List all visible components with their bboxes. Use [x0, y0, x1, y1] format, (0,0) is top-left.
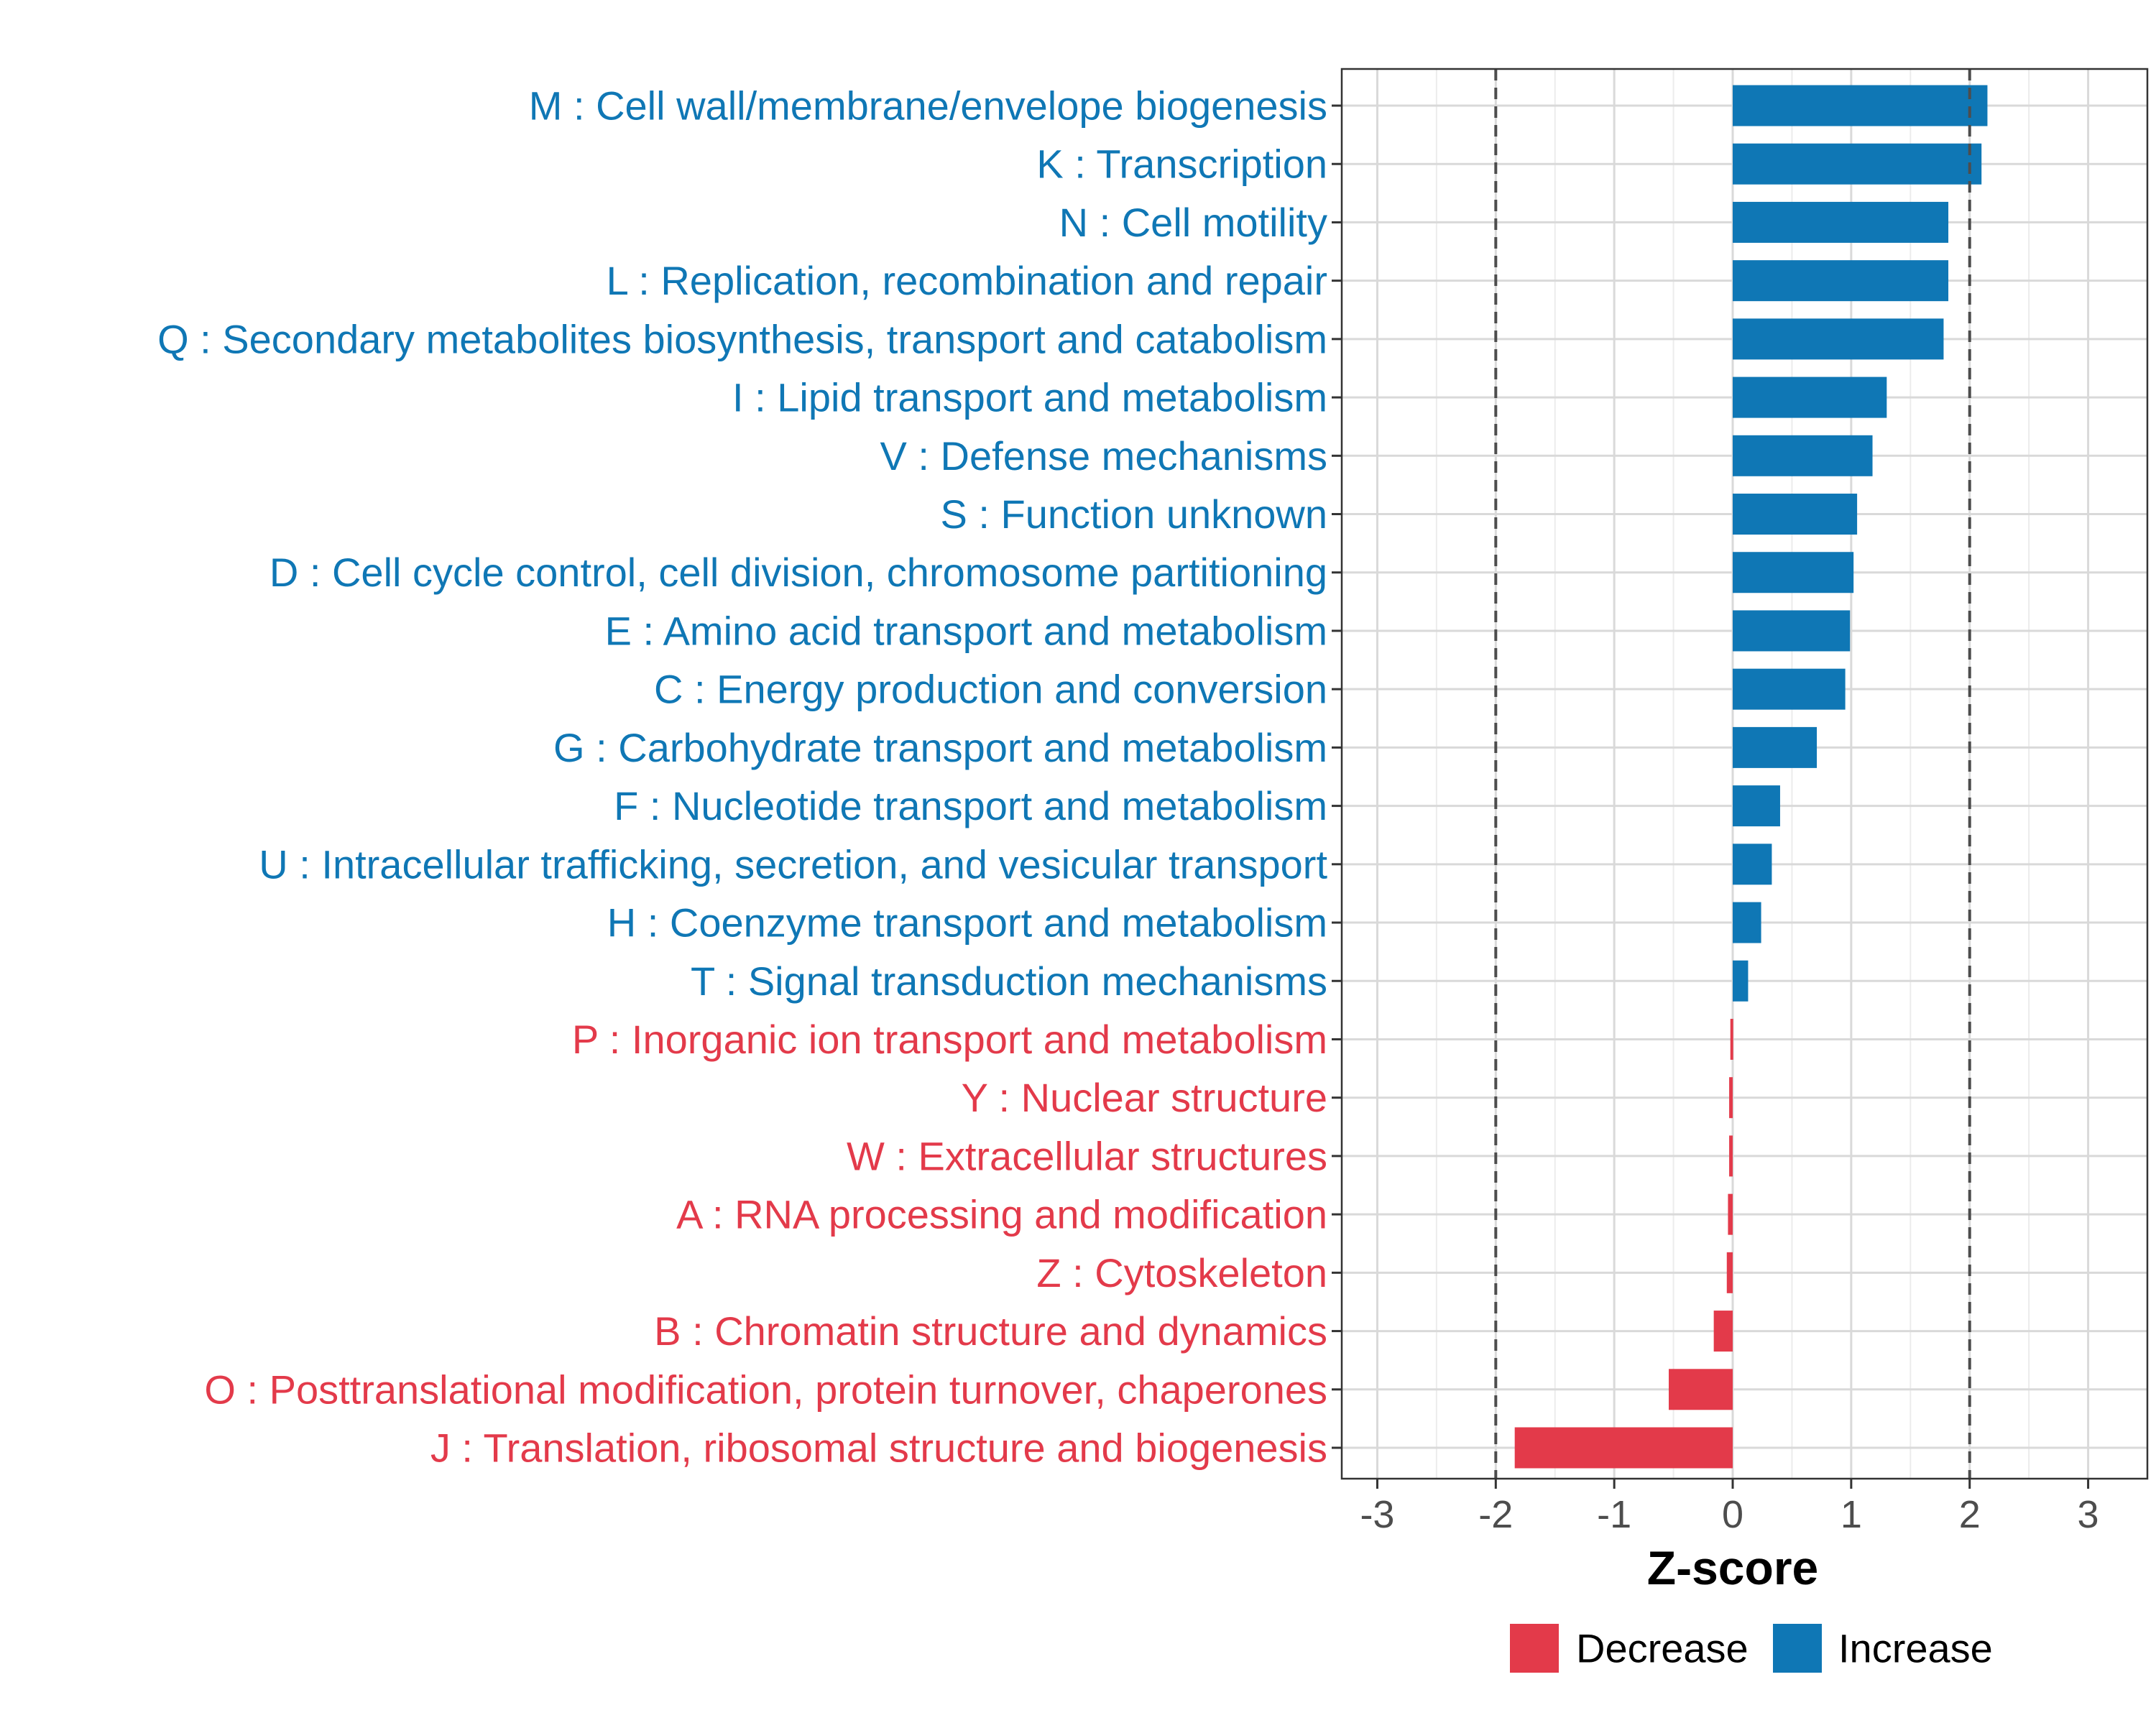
bar-21 [1713, 1311, 1733, 1352]
bar-7 [1733, 494, 1858, 535]
legend-key-increase [1773, 1624, 1822, 1673]
bar-20 [1726, 1252, 1733, 1293]
category-label-3: L : Replication, recombination and repai… [607, 258, 1327, 303]
x-tick-label-1: -2 [1478, 1493, 1513, 1536]
panel-border [1340, 68, 2149, 1480]
x-tick-label-0: -3 [1360, 1493, 1394, 1536]
x-tick-label-4: 1 [1841, 1493, 1862, 1536]
category-label-10: C : Energy production and conversion [654, 667, 1327, 712]
bar-19 [1728, 1193, 1733, 1235]
bar-4 [1733, 318, 1944, 360]
bar-2 [1733, 201, 1949, 243]
category-label-0: M : Cell wall/membrane/envelope biogenes… [529, 83, 1327, 129]
bar-13 [1733, 844, 1772, 885]
category-label-11: G : Carbohydrate transport and metabolis… [553, 725, 1327, 770]
bar-5 [1733, 376, 1887, 418]
bar-12 [1733, 785, 1780, 827]
x-axis-title: Z-score [1647, 1541, 1818, 1594]
bar-15 [1733, 960, 1749, 1002]
category-label-18: W : Extracellular structures [847, 1133, 1327, 1178]
bar-23 [1514, 1427, 1733, 1469]
category-label-22: O : Posttranslational modification, prot… [204, 1367, 1327, 1412]
category-label-9: E : Amino acid transport and metabolism [605, 608, 1327, 653]
category-label-17: Y : Nuclear structure [962, 1075, 1327, 1120]
bar-14 [1733, 902, 1761, 943]
legend-label-decrease: Decrease [1576, 1626, 1749, 1671]
category-label-5: I : Lipid transport and metabolism [732, 375, 1327, 420]
category-label-23: J : Translation, ribosomal structure and… [430, 1426, 1327, 1471]
category-label-7: S : Function unknown [940, 491, 1327, 537]
category-label-15: T : Signal transduction mechanisms [691, 958, 1327, 1004]
x-tick-label-3: 0 [1722, 1493, 1743, 1536]
bar-10 [1733, 668, 1846, 710]
category-label-21: B : Chromatin structure and dynamics [654, 1308, 1327, 1354]
category-label-4: Q : Secondary metabolites biosynthesis, … [157, 316, 1327, 361]
bar-17 [1729, 1077, 1733, 1119]
bar-0 [1733, 85, 1988, 126]
bar-22 [1668, 1369, 1733, 1410]
bar-8 [1733, 552, 1854, 593]
category-label-13: U : Intracellular trafficking, secretion… [259, 841, 1327, 887]
category-label-14: H : Coenzyme transport and metabolism [607, 900, 1327, 946]
category-label-19: A : RNA processing and modification [676, 1192, 1327, 1237]
category-label-1: K : Transcription [1036, 142, 1327, 187]
bar-3 [1733, 260, 1949, 302]
bar-6 [1733, 435, 1873, 476]
x-tick-label-6: 3 [2078, 1493, 2099, 1536]
bar-18 [1729, 1135, 1733, 1177]
legend-key-decrease [1510, 1624, 1559, 1673]
category-label-2: N : Cell motility [1059, 200, 1327, 245]
category-label-20: Z : Cytoskeleton [1036, 1250, 1327, 1295]
bar-9 [1733, 610, 1851, 652]
category-label-12: F : Nucleotide transport and metabolism [614, 783, 1327, 828]
x-tick-label-5: 2 [1959, 1493, 1981, 1536]
bar-16 [1730, 1018, 1733, 1060]
bar-1 [1733, 143, 1982, 185]
x-tick-label-2: -1 [1597, 1493, 1631, 1536]
category-label-6: V : Defense mechanisms [880, 433, 1327, 479]
bar-11 [1733, 726, 1818, 768]
category-label-8: D : Cell cycle control, cell division, c… [270, 550, 1327, 595]
legend-label-increase: Increase [1838, 1626, 1993, 1671]
category-label-16: P : Inorganic ion transport and metaboli… [572, 1017, 1327, 1062]
